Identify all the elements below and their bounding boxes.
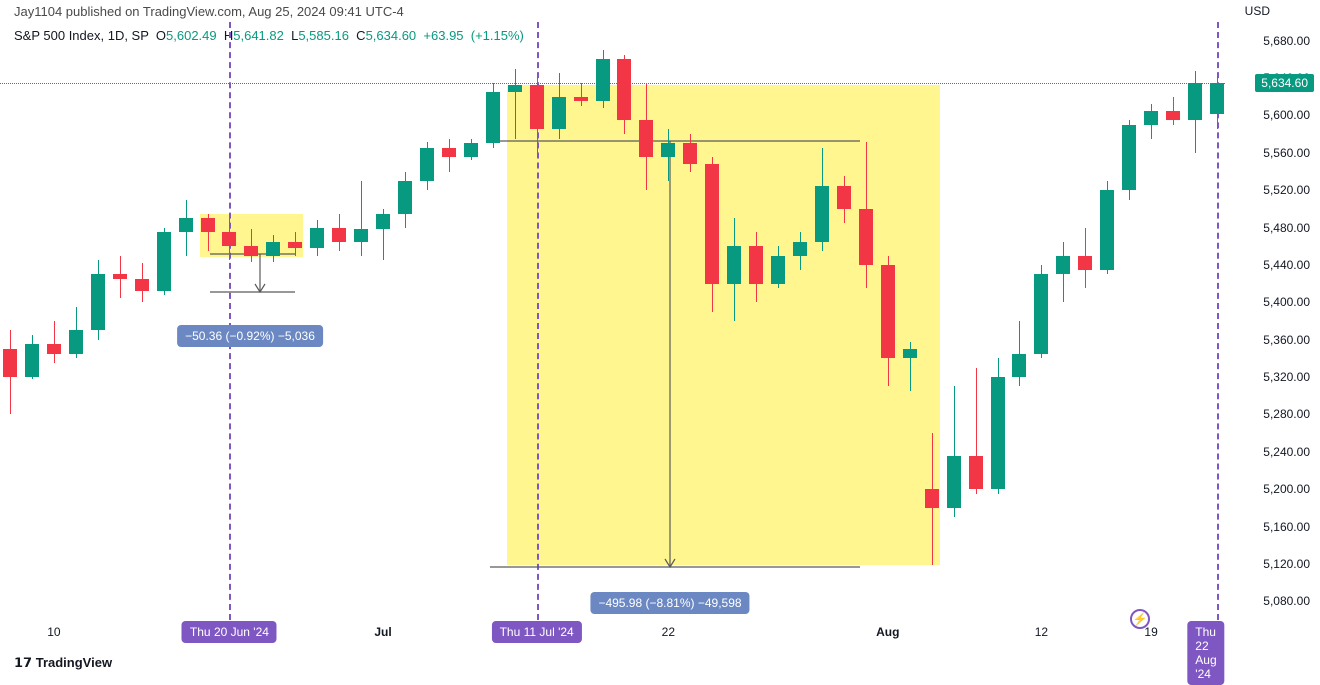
candle-body — [881, 265, 895, 358]
candle-body — [837, 186, 851, 209]
candle-body — [332, 228, 346, 242]
tradingview-watermark: 𝟭𝟳 TradingView — [14, 655, 112, 671]
candle-body — [903, 349, 917, 358]
x-axis-tick: Jul — [374, 625, 391, 639]
candle-body — [552, 97, 566, 130]
y-axis-tick: 5,600.00 — [1263, 108, 1310, 122]
publish-header: Jay1104 published on TradingView.com, Au… — [14, 4, 404, 19]
y-axis-tick: 5,120.00 — [1263, 557, 1310, 571]
candle-body — [1100, 190, 1114, 269]
candle-wick — [361, 181, 362, 256]
candle-body — [749, 246, 763, 283]
candle-body — [69, 330, 83, 353]
candle-body — [574, 97, 588, 102]
y-axis-tick: 5,320.00 — [1263, 370, 1310, 384]
y-axis-tick: 5,360.00 — [1263, 333, 1310, 347]
measure-label: −50.36 (−0.92%) −5,036 — [177, 325, 323, 347]
candle-body — [683, 143, 697, 164]
candle-body — [442, 148, 456, 157]
y-axis-tick: 5,200.00 — [1263, 482, 1310, 496]
y-axis[interactable]: 5,680.005,640.005,600.005,560.005,520.00… — [1225, 22, 1320, 620]
chart-plot-area[interactable]: −50.36 (−0.92%) −5,036 −495.98 (−8.81%) −… — [0, 22, 1225, 620]
candle-body — [925, 489, 939, 508]
candle-body — [727, 246, 741, 283]
candle-body — [464, 143, 478, 157]
y-axis-tick: 5,520.00 — [1263, 183, 1310, 197]
candle-body — [25, 344, 39, 377]
candle-body — [376, 214, 390, 230]
candle-body — [617, 59, 631, 120]
candle-body — [1166, 111, 1180, 120]
candle-body — [661, 143, 675, 157]
x-axis-tick: 12 — [1035, 625, 1048, 639]
date-badge: Thu 22 Aug '24 — [1187, 621, 1224, 685]
candle-body — [815, 186, 829, 242]
candle-body — [288, 242, 302, 249]
candle-body — [354, 229, 368, 241]
currency-label: USD — [1245, 4, 1270, 18]
y-axis-tick: 5,480.00 — [1263, 221, 1310, 235]
candle-body — [508, 85, 522, 92]
candle-body — [1034, 274, 1048, 353]
candle-body — [1012, 354, 1026, 377]
candle-body — [398, 181, 412, 214]
x-axis-tick: Aug — [876, 625, 899, 639]
candle-body — [639, 120, 653, 157]
candle-body — [486, 92, 500, 143]
candle-body — [991, 377, 1005, 489]
candle-body — [705, 164, 719, 284]
y-axis-tick: 5,560.00 — [1263, 146, 1310, 160]
candle-body — [859, 209, 873, 265]
candle-body — [1144, 111, 1158, 125]
candle-body — [3, 349, 17, 377]
x-axis-tick: 22 — [662, 625, 675, 639]
candle-body — [596, 59, 610, 101]
y-axis-tick: 5,400.00 — [1263, 295, 1310, 309]
candle-body — [244, 246, 258, 255]
measure-label: −495.98 (−8.81%) −49,598 — [590, 592, 749, 614]
candle-body — [91, 274, 105, 330]
candle-body — [771, 256, 785, 284]
candle-body — [201, 218, 215, 232]
y-axis-tick: 5,440.00 — [1263, 258, 1310, 272]
candle-body — [1056, 256, 1070, 275]
candle-body — [135, 279, 149, 291]
y-axis-tick: 5,680.00 — [1263, 34, 1310, 48]
last-price-tag: 5,634.60 — [1255, 74, 1314, 92]
candle-wick — [581, 83, 582, 106]
date-badge: Thu 20 Jun '24 — [182, 621, 277, 643]
candle-body — [793, 242, 807, 256]
candle-body — [179, 218, 193, 232]
candle-body — [1122, 125, 1136, 190]
y-axis-tick: 5,160.00 — [1263, 520, 1310, 534]
candle-wick — [54, 321, 55, 363]
candle-body — [47, 344, 61, 353]
candle-body — [530, 85, 544, 130]
candle-body — [113, 274, 127, 279]
candle-body — [1078, 256, 1092, 270]
candle-body — [310, 228, 324, 249]
candle-body — [420, 148, 434, 181]
y-axis-tick: 5,080.00 — [1263, 594, 1310, 608]
x-axis-tick: 10 — [47, 625, 60, 639]
candle-body — [266, 242, 280, 256]
candle-body — [222, 232, 236, 246]
y-axis-tick: 5,240.00 — [1263, 445, 1310, 459]
x-axis-tick: 19 — [1144, 625, 1157, 639]
candle-body — [157, 232, 171, 291]
candle-body — [947, 456, 961, 507]
date-badge: Thu 11 Jul '24 — [492, 621, 582, 643]
candle-body — [1210, 83, 1224, 114]
candle-body — [969, 456, 983, 489]
y-axis-tick: 5,280.00 — [1263, 407, 1310, 421]
candle-body — [1188, 83, 1202, 120]
x-axis[interactable]: 10 Jul 22 Aug 12 19 Thu 20 Jun '24 Thu 11 Jul '… — [0, 619, 1225, 649]
candle-wick — [515, 69, 516, 139]
